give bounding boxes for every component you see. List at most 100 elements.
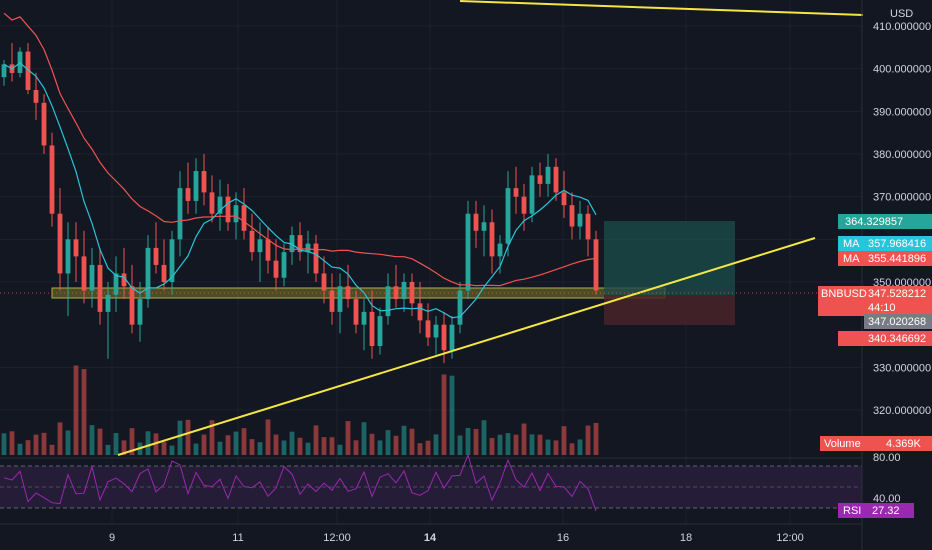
candle-body: [377, 316, 383, 346]
candle-body: [465, 213, 471, 291]
candle-body: [249, 230, 255, 253]
volume-bar: [265, 419, 271, 455]
volume-bar: [585, 425, 591, 455]
candle-body: [1, 64, 7, 78]
time-tick-label: 12:00: [776, 532, 804, 544]
volume-bar: [441, 374, 447, 455]
candle-body: [321, 273, 327, 291]
time-tick-label: 16: [557, 532, 569, 544]
volume-bar: [577, 439, 583, 455]
candle-body: [449, 324, 455, 351]
volume-bar: [249, 439, 255, 455]
candle-body: [361, 311, 367, 325]
volume-bar: [241, 428, 247, 455]
currency-label: USD: [890, 8, 913, 20]
candle-body: [481, 222, 487, 231]
candle-body: [569, 205, 575, 227]
moving-average-red: [3, 12, 597, 287]
candle-body: [137, 299, 143, 325]
volume-bar: [169, 445, 175, 455]
candle-body: [201, 171, 207, 193]
volume-bar: [105, 444, 111, 455]
svg-text:44:10: 44:10: [868, 302, 896, 314]
volume-bar: [73, 365, 79, 455]
candle-body: [33, 90, 39, 103]
candle-body: [585, 213, 591, 240]
price-tick-label: 400.000000: [873, 64, 931, 76]
candle-body: [497, 243, 503, 257]
ma-teal-tag: MA 357.968416: [838, 236, 932, 251]
candle-body: [65, 239, 71, 274]
svg-text:347.020268: 347.020268: [868, 316, 926, 328]
candle-body: [113, 273, 119, 295]
volume-bar: [497, 434, 503, 455]
volume-bar: [201, 434, 207, 455]
volume-bar: [217, 441, 223, 455]
volume-bar: [473, 428, 479, 455]
descending-trendline[interactable]: [459, 0, 864, 16]
volume-bar: [393, 435, 399, 455]
candle-body: [233, 205, 239, 223]
volume-bar: [193, 443, 199, 455]
volume-bar: [433, 434, 439, 455]
volume-bar: [289, 431, 295, 455]
volume-bar: [353, 440, 359, 455]
candle-body: [385, 286, 391, 317]
candle-body: [225, 196, 231, 223]
candle-body: [129, 286, 135, 325]
candle-body: [161, 264, 167, 282]
volume-bar: [185, 419, 191, 455]
volume-bar: [377, 440, 383, 455]
svg-text:RSI: RSI: [843, 505, 861, 517]
candle-body: [577, 213, 583, 227]
moving-average-teal: [3, 62, 597, 319]
volume-bar: [593, 422, 599, 455]
ascending-trendline[interactable]: [117, 237, 816, 456]
candle-body: [209, 192, 215, 214]
long-position-loss-zone[interactable]: [604, 295, 735, 325]
last-price-tag: BNBUSD 347.528212 44:10: [818, 286, 932, 316]
svg-text:355.441896: 355.441896: [868, 253, 926, 265]
candle-body: [473, 213, 479, 231]
volume-bar: [65, 430, 71, 455]
candle-body: [217, 196, 223, 214]
time-axis[interactable]: 9 11 12:00 14 16 18 12:00: [109, 532, 804, 544]
volume-bar: [273, 434, 279, 455]
candle-body: [97, 264, 103, 312]
candle-body: [265, 239, 271, 261]
candle-body: [281, 252, 287, 278]
time-tick-label: 9: [109, 532, 115, 544]
volume-bar: [417, 443, 423, 455]
volume-bar: [89, 425, 95, 455]
target-price-tag: 364.329857: [838, 214, 932, 229]
candle-body: [305, 243, 311, 253]
volume-bar: [49, 444, 55, 455]
volume-bar: [177, 420, 183, 455]
volume-bar: [489, 437, 495, 455]
volume-bar: [545, 439, 551, 455]
candle-body: [145, 247, 151, 300]
volume-bar: [337, 444, 343, 455]
volume-bar: [121, 440, 127, 455]
svg-text:Volume: Volume: [824, 438, 861, 450]
volume-tag: Volume 4.369K: [820, 436, 932, 451]
volume-bar: [41, 432, 47, 455]
volume-bar: [457, 435, 463, 455]
candle-body: [593, 239, 599, 291]
time-tick-label: 14: [424, 532, 437, 544]
price-tick-label: 370.000000: [873, 192, 931, 204]
candle-body: [81, 256, 87, 291]
candle-body: [25, 51, 31, 90]
rsi-tick-label: 80.00: [873, 452, 901, 464]
volume-bars: [1, 365, 599, 455]
ma-red-tag: MA 355.441896: [838, 251, 932, 266]
volume-bar: [561, 426, 567, 455]
volume-bar: [401, 425, 407, 455]
candle-body: [313, 243, 319, 274]
candle-body: [241, 205, 247, 231]
price-tick-label: 410.000000: [873, 21, 931, 33]
candle-body: [505, 188, 511, 244]
support-zone[interactable]: [51, 287, 666, 299]
volume-bar: [345, 421, 351, 455]
